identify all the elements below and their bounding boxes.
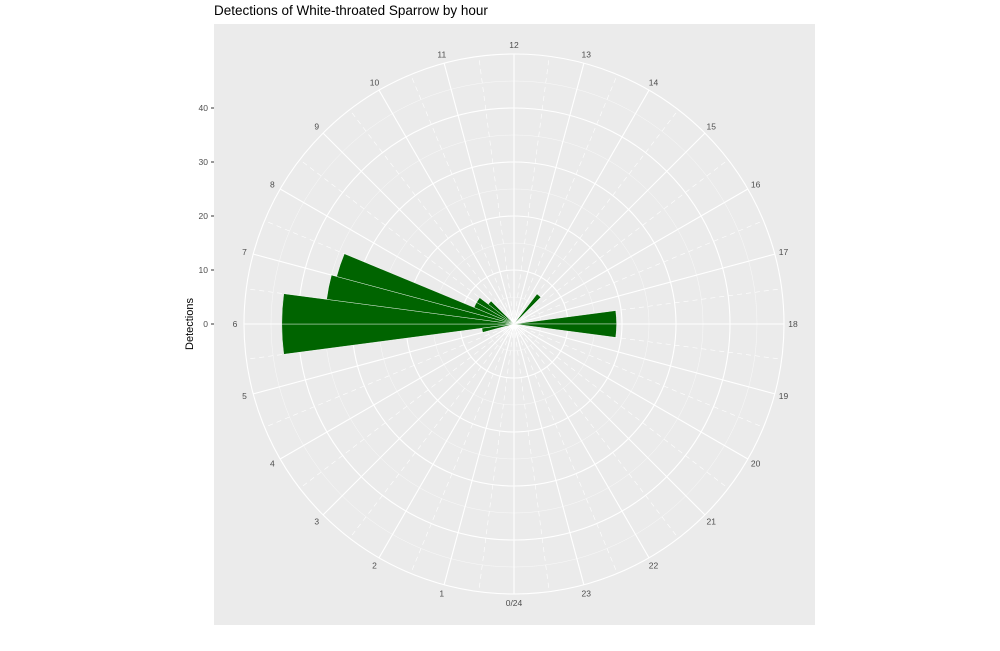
grid-spoke <box>513 323 729 489</box>
hour-label: 7 <box>242 247 247 257</box>
hour-label: 8 <box>270 180 275 190</box>
grid-spoke <box>513 89 650 325</box>
bar-wedge <box>513 293 542 325</box>
grid-spoke <box>443 323 515 585</box>
grid-spoke <box>513 323 618 574</box>
hour-label: 0/24 <box>506 598 523 608</box>
grid-spoke <box>513 323 679 539</box>
hour-label: 4 <box>270 459 275 469</box>
grid-spoke <box>378 89 515 325</box>
grid-spoke <box>513 74 618 325</box>
hour-label: 22 <box>649 561 659 571</box>
grid-spoke <box>513 323 650 559</box>
hour-label: 17 <box>779 247 789 257</box>
grid-spoke <box>513 109 679 325</box>
chart-title: Detections of White-throated Sparrow by … <box>214 3 488 18</box>
grid-spoke <box>279 188 515 325</box>
y-tick-label: 10 <box>199 265 209 275</box>
bar-wedge <box>336 253 515 325</box>
hour-label: 12 <box>509 40 519 50</box>
hour-label: 20 <box>751 459 761 469</box>
grid-spoke <box>378 323 515 559</box>
hour-label: 19 <box>779 391 789 401</box>
hour-label: 10 <box>370 77 380 87</box>
grid-spoke <box>513 323 764 428</box>
grid-spoke <box>322 323 515 516</box>
hour-label: 18 <box>788 319 798 329</box>
y-tick-label: 30 <box>199 157 209 167</box>
y-axis: 0 10 20 30 40 <box>199 103 214 329</box>
grid-spoke <box>253 323 515 395</box>
y-tick-label: 40 <box>199 103 209 113</box>
grid-spoke <box>513 220 764 325</box>
grid-spoke <box>279 323 515 460</box>
grid-spoke <box>513 323 550 592</box>
hour-label: 23 <box>581 588 591 598</box>
grid-spoke <box>513 56 550 325</box>
y-tick-label: 20 <box>199 211 209 221</box>
bar-wedge <box>481 323 515 333</box>
grid-spoke <box>513 323 706 516</box>
hour-label: 11 <box>437 50 446 60</box>
grid-spoke <box>322 132 515 325</box>
grid-spoke <box>513 188 749 325</box>
grid-spoke <box>513 253 775 325</box>
grid-spoke <box>478 323 515 592</box>
grid-spoke <box>299 159 515 325</box>
hour-label: 16 <box>751 180 761 190</box>
hour-label: 21 <box>707 516 717 526</box>
hour-label: 2 <box>372 561 377 571</box>
grid-spoke <box>513 132 706 325</box>
hour-label: 9 <box>314 122 319 132</box>
bar-wedge <box>513 323 617 338</box>
grid-spoke <box>478 56 515 325</box>
hour-label: 5 <box>242 391 247 401</box>
grid-spoke <box>513 159 729 325</box>
bar-wedge <box>476 297 515 325</box>
bar-wedge <box>326 274 515 325</box>
hour-label: 14 <box>649 77 659 87</box>
grid-spoke <box>513 323 585 585</box>
hour-label: 13 <box>581 50 591 60</box>
y-tick-label: 0 <box>203 319 208 329</box>
bar-layer <box>281 253 617 355</box>
bar-wedge <box>488 300 515 325</box>
grid-spoke <box>513 63 585 325</box>
hour-labels: 0/24123456789101112131415161718192021222… <box>233 40 798 608</box>
hour-label: 3 <box>314 516 319 526</box>
grid-spoke <box>349 109 515 325</box>
grid-spoke <box>349 323 515 539</box>
grid-spoke <box>264 323 515 428</box>
hour-label: 1 <box>439 588 444 598</box>
grid-spoke <box>299 323 515 489</box>
y-axis-title: Detections <box>184 298 196 350</box>
hour-label: 15 <box>707 122 717 132</box>
grid-spoke <box>513 323 775 395</box>
grid-spoke <box>513 323 749 460</box>
grid-spoke <box>410 323 515 574</box>
grid-spoke <box>410 74 515 325</box>
grid-spoke <box>443 63 515 325</box>
hour-label: 6 <box>233 319 238 329</box>
